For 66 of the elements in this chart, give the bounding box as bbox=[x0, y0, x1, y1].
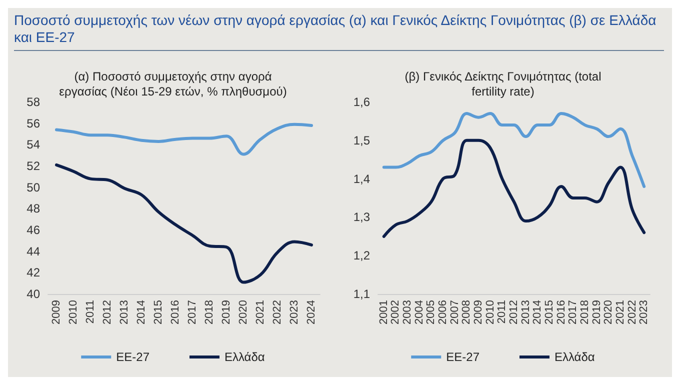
y-tick-label: 50 bbox=[26, 180, 40, 194]
y-tick-label: 42 bbox=[26, 266, 40, 280]
y-tick-label: 1,3 bbox=[353, 210, 370, 224]
x-tick-label: 2014 bbox=[532, 300, 544, 324]
chart-title: (β) Γενικός Δείκτης Γονιμότητας (total fertility rate) bbox=[404, 70, 602, 98]
x-tick-label: 2016 bbox=[170, 300, 182, 324]
y-tick-label: 44 bbox=[26, 244, 40, 258]
x-tick-label: 2007 bbox=[448, 300, 461, 324]
chart-title: Ποσοστό συμμετοχής των νέων στην αγορά εργασίας (α) και Γενικός Δείκτης Γονιμότητας (β) σε Ελλάδα και ΕΕ-27 bbox=[14, 12, 664, 51]
x-tick-label: 2017 bbox=[567, 300, 580, 324]
y-tick-label: 54 bbox=[26, 138, 40, 152]
x-tick-label: 2021 bbox=[614, 300, 626, 324]
x-tick-label: 2010 bbox=[484, 300, 496, 324]
y-tick-label: 48 bbox=[26, 202, 40, 216]
x-tick-label: 2019 bbox=[590, 300, 603, 324]
x-tick-label: 2018 bbox=[204, 300, 216, 324]
y-tick-label: 1,1 bbox=[353, 287, 370, 301]
y-tick-label: 1,4 bbox=[353, 172, 370, 186]
y-tick-label: 52 bbox=[26, 159, 40, 173]
line-series bbox=[55, 122, 313, 156]
x-tick-label: 2024 bbox=[306, 300, 318, 324]
y-tick-label: 56 bbox=[26, 116, 40, 130]
legend-label: Ελλάδα bbox=[224, 350, 265, 364]
legend-label: ΕΕ-27 bbox=[116, 350, 150, 364]
x-tick-label: 2015 bbox=[152, 300, 164, 324]
x-tick-label: 2021 bbox=[254, 300, 266, 324]
x-tick-label: 2011 bbox=[496, 300, 508, 324]
line-series bbox=[382, 112, 646, 188]
y-tick-label: 1,5 bbox=[353, 133, 370, 148]
x-tick-label: 2011 bbox=[84, 300, 96, 324]
x-tick-label: 2022 bbox=[626, 300, 638, 324]
y-tick-label: 58 bbox=[26, 95, 40, 109]
x-tick-label: 2020 bbox=[238, 300, 250, 324]
x-tick-label: 2019 bbox=[220, 300, 232, 324]
x-tick-label: 2018 bbox=[578, 300, 591, 324]
y-tick-label: 46 bbox=[26, 223, 40, 237]
x-tick-label: 2016 bbox=[555, 300, 568, 324]
x-tick-label: 2022 bbox=[272, 300, 284, 324]
y-tick-label: 40 bbox=[26, 287, 40, 301]
x-tick-label: 2005 bbox=[425, 300, 438, 324]
x-tick-label: 2023 bbox=[638, 300, 650, 324]
x-tick-label: 2013 bbox=[118, 300, 130, 324]
y-tick-label: 1,2 bbox=[353, 248, 370, 263]
x-tick-label: 2003 bbox=[402, 300, 414, 324]
x-tick-label: 2009 bbox=[472, 300, 485, 324]
y-tick-label: 1,6 bbox=[353, 95, 370, 109]
x-tick-label: 2013 bbox=[520, 300, 532, 324]
x-tick-label: 2012 bbox=[102, 300, 114, 324]
x-tick-label: 2001 bbox=[378, 300, 390, 324]
chart-subtitle: (α) Ποσοστό συμμετοχής στην αγορά εργασίας (Νέοι 15-29 ετών, % πληθυσμού) bbox=[59, 70, 287, 98]
x-tick-label: 2008 bbox=[460, 300, 473, 324]
x-tick-label: 2002 bbox=[390, 300, 402, 324]
legend-label: ΕΕ-27 bbox=[446, 350, 480, 364]
x-tick-label: 2010 bbox=[68, 300, 80, 324]
legend-label: Ελλάδα bbox=[554, 350, 595, 364]
x-tick-label: 2017 bbox=[186, 300, 198, 324]
x-tick-label: 2023 bbox=[288, 300, 300, 324]
x-tick-label: 2020 bbox=[602, 300, 615, 324]
line-series bbox=[382, 138, 646, 238]
x-tick-label: 2009 bbox=[50, 300, 62, 324]
x-tick-label: 2014 bbox=[136, 300, 148, 324]
x-tick-label: 2012 bbox=[508, 300, 520, 324]
line-series bbox=[55, 163, 313, 284]
x-tick-label: 2015 bbox=[543, 300, 556, 324]
x-tick-label: 2006 bbox=[437, 300, 450, 324]
x-tick-label: 2004 bbox=[413, 300, 426, 324]
